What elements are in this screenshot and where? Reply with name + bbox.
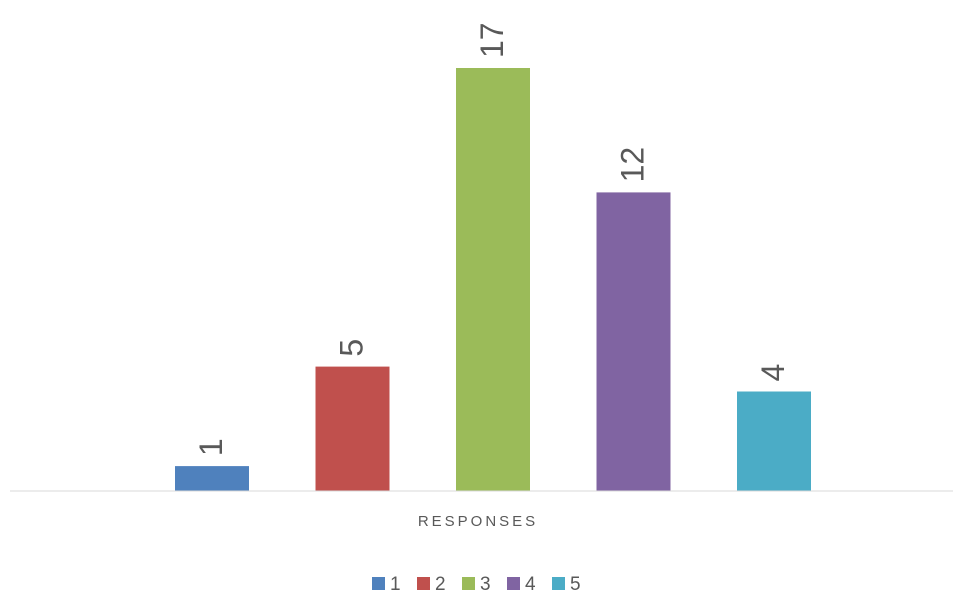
bars-layer	[175, 68, 811, 491]
bar-series-1	[175, 466, 249, 491]
legend-label-2: 2	[435, 574, 446, 595]
data-label-series-3: 17	[474, 22, 510, 58]
legend-swatch-5	[552, 577, 565, 590]
bar-series-3	[456, 68, 530, 491]
category-label: RESPONSES	[418, 513, 538, 530]
legend-swatch-2	[417, 577, 430, 590]
legend-swatch-1	[372, 577, 385, 590]
legend-label-3: 3	[480, 574, 491, 595]
bar-series-5	[737, 391, 811, 491]
legend-swatch-4	[507, 577, 520, 590]
data-label-series-5: 4	[755, 364, 791, 382]
legend-label-5: 5	[570, 574, 581, 595]
data-labels-layer: 1 5 17 12 4	[193, 22, 791, 456]
legend-label-4: 4	[525, 574, 536, 595]
legend-item-5: 5	[552, 574, 581, 595]
legend-item-3: 3	[462, 574, 491, 595]
data-label-series-2: 5	[334, 339, 370, 357]
legend-swatch-3	[462, 577, 475, 590]
bar-series-2	[315, 366, 390, 491]
data-label-series-1: 1	[193, 438, 229, 456]
legend-label-1: 1	[390, 574, 401, 595]
legend: 1 2 3 4 5	[372, 574, 581, 595]
data-label-series-4: 12	[615, 147, 651, 183]
legend-item-2: 2	[417, 574, 446, 595]
legend-item-1: 1	[372, 574, 401, 595]
bar-series-4	[596, 192, 671, 491]
legend-item-4: 4	[507, 574, 536, 595]
